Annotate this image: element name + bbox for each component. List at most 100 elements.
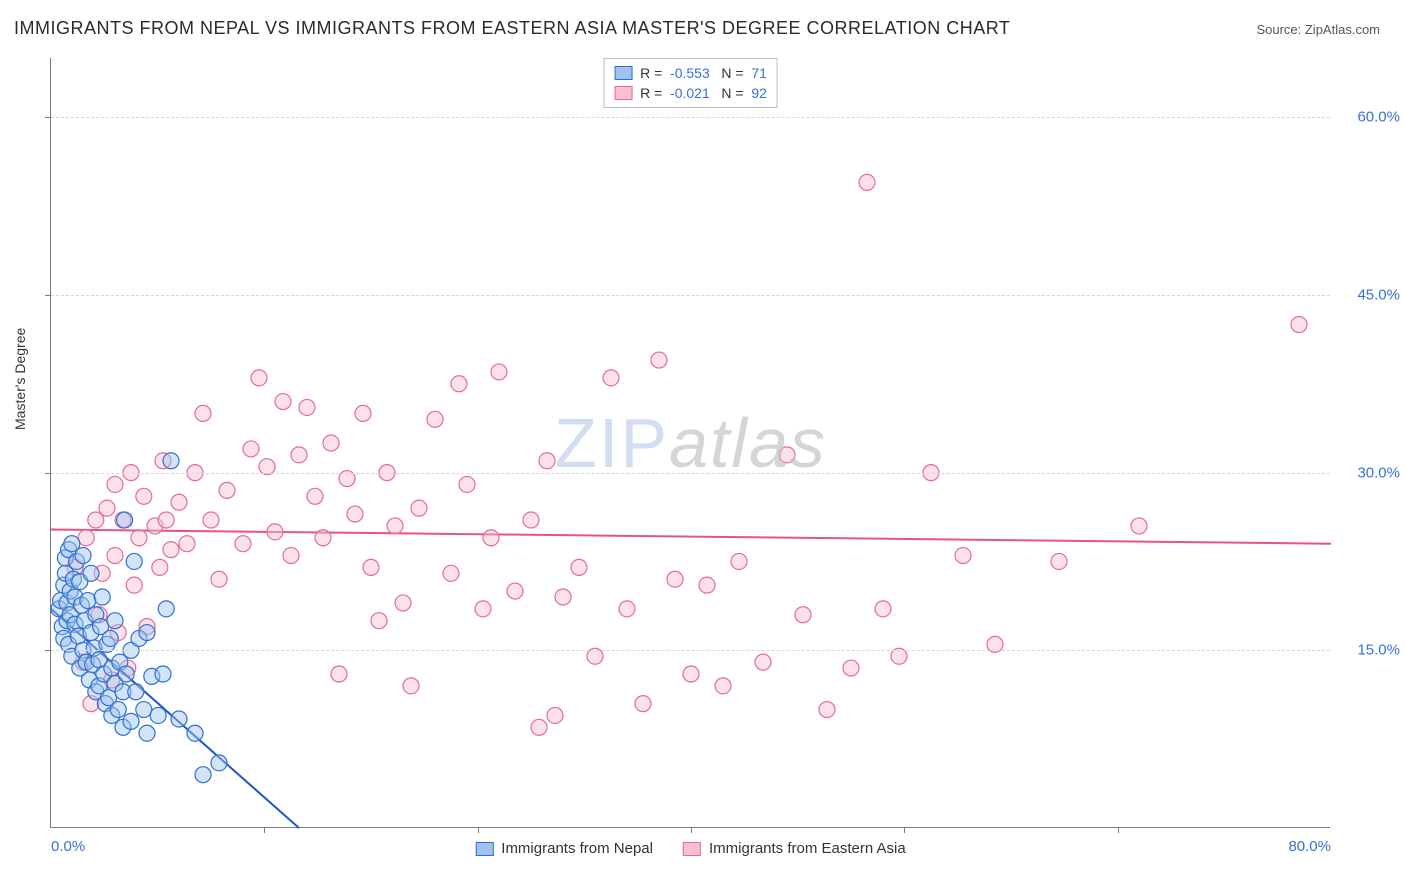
data-point — [235, 536, 251, 552]
data-point — [323, 435, 339, 451]
data-point — [171, 494, 187, 510]
data-point — [667, 571, 683, 587]
y-tick-label: 45.0% — [1340, 286, 1400, 303]
x-tick-mark — [478, 827, 479, 833]
data-point — [539, 453, 555, 469]
data-point — [403, 678, 419, 694]
x-tick-label: 0.0% — [51, 838, 85, 855]
data-point — [523, 512, 539, 528]
data-point — [619, 601, 635, 617]
x-tick-mark — [1118, 827, 1119, 833]
data-point — [475, 601, 491, 617]
gridline-horizontal — [51, 117, 1330, 118]
data-point — [779, 447, 795, 463]
data-point — [107, 613, 123, 629]
data-point — [291, 447, 307, 463]
data-point — [355, 405, 371, 421]
data-point — [571, 559, 587, 575]
y-tick-mark — [45, 117, 51, 118]
legend-item: Immigrants from Nepal — [475, 840, 653, 857]
legend-item: Immigrants from Eastern Asia — [683, 840, 906, 857]
data-point — [387, 518, 403, 534]
data-point — [99, 500, 115, 516]
data-point — [211, 755, 227, 771]
legend-swatch — [475, 842, 493, 856]
y-tick-mark — [45, 295, 51, 296]
chart-container: IMMIGRANTS FROM NEPAL VS IMMIGRANTS FROM… — [0, 0, 1406, 892]
data-point — [1291, 317, 1307, 333]
data-point — [715, 678, 731, 694]
series-legend: Immigrants from Nepal Immigrants from Eas… — [475, 840, 905, 857]
data-point — [363, 559, 379, 575]
data-point — [152, 559, 168, 575]
data-point — [219, 482, 235, 498]
legend-label: Immigrants from Nepal — [501, 840, 653, 857]
data-point — [179, 536, 195, 552]
y-tick-mark — [45, 473, 51, 474]
data-point — [371, 613, 387, 629]
data-point — [755, 654, 771, 670]
legend-swatch — [614, 86, 632, 100]
data-point — [531, 719, 547, 735]
plot-area: ZIPatlas R = -0.553 N = 71R = -0.021 N =… — [50, 58, 1330, 828]
data-point — [136, 488, 152, 504]
data-point — [107, 476, 123, 492]
data-point — [163, 453, 179, 469]
data-point — [187, 725, 203, 741]
data-point — [859, 174, 875, 190]
data-point — [283, 548, 299, 564]
data-point — [307, 488, 323, 504]
data-point — [102, 630, 118, 646]
data-point — [451, 376, 467, 392]
data-point — [819, 702, 835, 718]
data-point — [118, 666, 134, 682]
data-point — [136, 702, 152, 718]
data-point — [195, 405, 211, 421]
data-point — [117, 512, 133, 528]
data-point — [75, 548, 91, 564]
legend-swatch — [614, 66, 632, 80]
data-point — [211, 571, 227, 587]
legend-label: Immigrants from Eastern Asia — [709, 840, 906, 857]
x-tick-mark — [691, 827, 692, 833]
data-point — [507, 583, 523, 599]
data-point — [411, 500, 427, 516]
data-point — [331, 666, 347, 682]
gridline-horizontal — [51, 473, 1330, 474]
data-point — [875, 601, 891, 617]
data-point — [1051, 553, 1067, 569]
data-point — [128, 684, 144, 700]
data-point — [299, 399, 315, 415]
data-point — [203, 512, 219, 528]
data-point — [483, 530, 499, 546]
data-point — [171, 711, 187, 727]
data-point — [459, 476, 475, 492]
chart-title: IMMIGRANTS FROM NEPAL VS IMMIGRANTS FROM… — [14, 18, 1010, 39]
gridline-horizontal — [51, 295, 1330, 296]
data-point — [251, 370, 267, 386]
data-point — [126, 577, 142, 593]
data-point — [110, 702, 126, 718]
data-point — [651, 352, 667, 368]
gridline-horizontal — [51, 650, 1330, 651]
data-point — [635, 696, 651, 712]
source-label: Source: ZipAtlas.com — [1256, 22, 1380, 37]
data-point — [683, 666, 699, 682]
correlation-legend: R = -0.553 N = 71R = -0.021 N = 92 — [603, 58, 778, 108]
data-point — [80, 593, 96, 609]
legend-stats: R = -0.021 N = 92 — [640, 83, 767, 103]
data-point — [443, 565, 459, 581]
data-point — [131, 530, 147, 546]
data-point — [94, 589, 110, 605]
data-point — [158, 601, 174, 617]
y-tick-label: 30.0% — [1340, 464, 1400, 481]
data-point — [139, 725, 155, 741]
data-point — [243, 441, 259, 457]
data-point — [427, 411, 443, 427]
x-tick-label: 80.0% — [1288, 838, 1331, 855]
data-point — [395, 595, 411, 611]
x-tick-mark — [264, 827, 265, 833]
legend-row: R = -0.553 N = 71 — [614, 63, 767, 83]
data-point — [315, 530, 331, 546]
data-point — [699, 577, 715, 593]
